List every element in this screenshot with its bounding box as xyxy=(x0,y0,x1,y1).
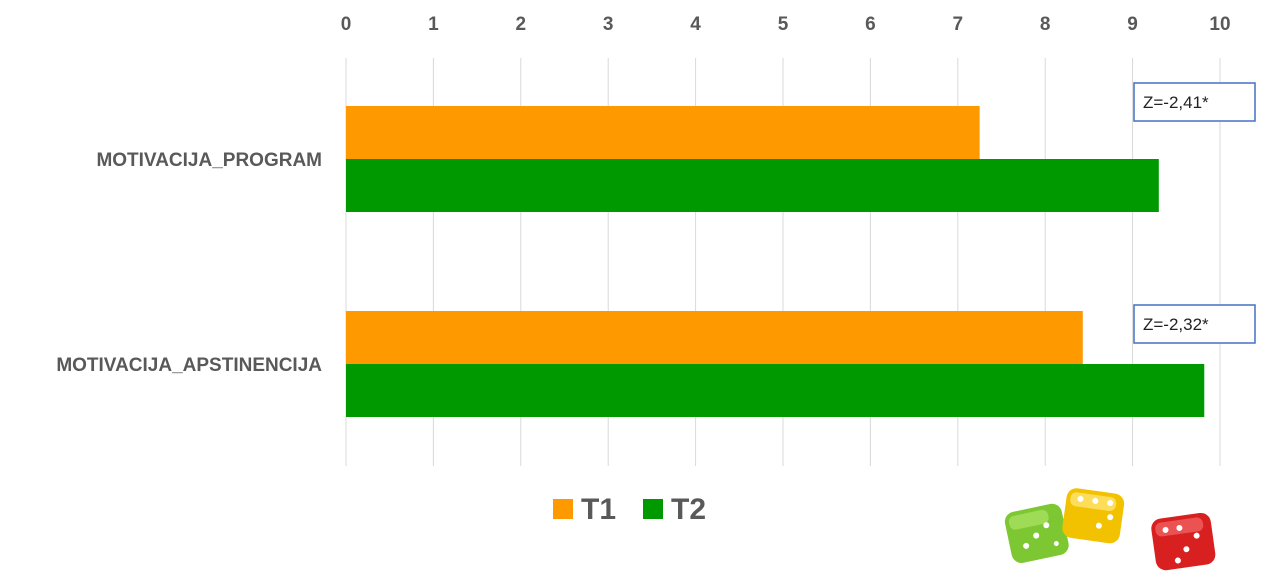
x-tick-label: 8 xyxy=(1040,14,1051,35)
annotation-label: Z=-2,32* xyxy=(1143,315,1209,334)
x-tick-label: 5 xyxy=(778,14,789,35)
x-tick-label: 0 xyxy=(341,14,352,35)
x-tick-label: 7 xyxy=(953,14,964,35)
red-dice-icon xyxy=(1151,512,1216,571)
annotation-label: Z=-2,41* xyxy=(1143,93,1209,112)
legend-label-t2: T2 xyxy=(671,493,706,526)
annotation-box xyxy=(1133,304,1256,344)
bar-t1-motivacija_program xyxy=(346,106,980,159)
legend-swatch-t1 xyxy=(553,499,573,519)
legend: T1 T2 xyxy=(553,493,706,526)
x-tick-label: 3 xyxy=(603,14,614,35)
x-tick-label: 6 xyxy=(865,14,876,35)
category-label: MOTIVACIJA_APSTINENCIJA xyxy=(56,355,322,376)
x-tick-label: 1 xyxy=(428,14,439,35)
legend-swatch-t2 xyxy=(643,499,663,519)
x-tick-label: 2 xyxy=(516,14,527,35)
annotations: Z=-2,41* Z=-2,32* xyxy=(1133,82,1256,344)
x-tick-label: 4 xyxy=(690,14,701,35)
x-tick-label: 9 xyxy=(1127,14,1138,35)
bar-t1-motivacija_apstinencija xyxy=(346,311,1083,364)
annotation-box xyxy=(1133,82,1256,122)
yellow-dice-icon xyxy=(1062,488,1125,544)
bar-t2-motivacija_program xyxy=(346,159,1159,212)
category-labels: MOTIVACIJA_PROGRAM MOTIVACIJA_APSTINENCIJ… xyxy=(56,150,322,376)
x-tick-label: 10 xyxy=(1209,14,1230,35)
x-tick-labels: 0 1 2 3 4 5 6 7 8 9 10 xyxy=(341,14,1231,35)
dice-icon xyxy=(1004,488,1216,571)
bar-t2-motivacija_apstinencija xyxy=(346,364,1205,417)
green-dice-icon xyxy=(1004,503,1069,564)
legend-label-t1: T1 xyxy=(581,493,616,526)
category-label: MOTIVACIJA_PROGRAM xyxy=(96,150,322,171)
bars xyxy=(346,106,1205,417)
